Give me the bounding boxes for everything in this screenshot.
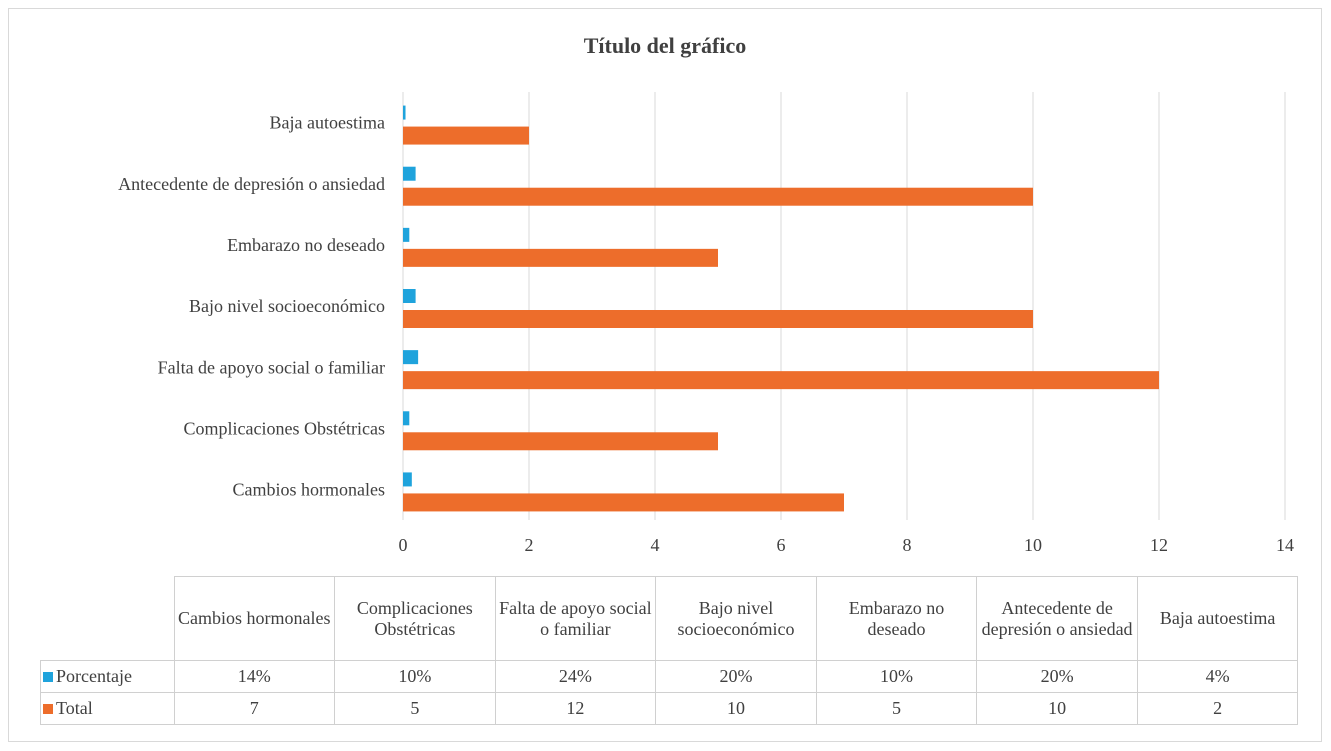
table-cell: 20% [655, 660, 817, 693]
x-tick-label: 6 [777, 535, 786, 555]
bar [403, 411, 410, 426]
table-cell: 5 [815, 692, 978, 725]
bar [403, 493, 844, 512]
y-tick-label: Baja autoestima [270, 113, 385, 133]
table-cell: 10% [334, 660, 496, 693]
table-cell: 12 [494, 692, 657, 725]
bar [403, 432, 718, 451]
table-cell: 10 [655, 692, 817, 725]
legend-key [43, 704, 53, 714]
row-label: Porcentaje [40, 660, 175, 693]
table-row: Total 7 5 12 10 5 10 2 [40, 692, 1299, 725]
column-header: Bajo nivel socioeconómico [655, 576, 817, 661]
x-tick-label: 2 [525, 535, 534, 555]
y-tick-label: Cambios hormonales [233, 480, 385, 500]
y-tick-label: Antecedente de depresión o ansiedad [118, 174, 385, 194]
table-cell: 20% [976, 660, 1138, 693]
bar [403, 166, 416, 181]
bar [403, 126, 529, 145]
table-cell: 10 [976, 692, 1138, 725]
column-header: Complicaciones Obstétricas [334, 576, 496, 661]
column-header: Baja autoestima [1136, 576, 1299, 661]
table-cell: 7 [173, 692, 336, 725]
table-cell: 4% [1136, 660, 1299, 693]
chart-title: Título del gráfico [584, 33, 747, 58]
bar [403, 248, 718, 267]
table-cell: 2 [1136, 692, 1299, 725]
row-label: Total [40, 692, 175, 725]
table-cell: 14% [173, 660, 336, 693]
column-header: Embarazo no deseado [815, 576, 978, 661]
x-tick-label: 10 [1024, 535, 1042, 555]
bar [403, 371, 1159, 390]
bar [403, 472, 412, 487]
legend-label: Porcentaje [56, 666, 132, 686]
column-header: Antecedente de depresión o ansiedad [976, 576, 1138, 661]
bar [403, 310, 1033, 328]
legend-label: Total [56, 698, 93, 718]
table-cell: 10% [815, 660, 978, 693]
y-tick-label: Falta de apoyo social o familiar [158, 357, 385, 377]
x-tick-label: 12 [1150, 535, 1168, 555]
x-tick-label: 4 [651, 535, 660, 555]
bar [403, 187, 1033, 206]
x-tick-label: 8 [903, 535, 912, 555]
x-tick-label: 0 [399, 535, 408, 555]
bar [403, 227, 410, 242]
data-table: Cambios hormonales Complicaciones Obstétr… [40, 576, 1299, 725]
table-corner [40, 576, 174, 661]
bar [403, 289, 416, 303]
y-tick-label: Complicaciones Obstétricas [184, 418, 385, 438]
column-header: Cambios hormonales [173, 576, 336, 661]
y-tick-label: Bajo nivel socioeconómico [189, 296, 385, 316]
bar [403, 105, 406, 120]
table-row: Porcentaje 14% 10% 24% 20% 10% 20% 4% [40, 660, 1299, 693]
column-header: Falta de apoyo social o familiar [494, 576, 657, 661]
bar [403, 350, 419, 365]
table-header-row: Cambios hormonales Complicaciones Obstétr… [40, 576, 1299, 661]
table-cell: 24% [494, 660, 657, 693]
x-tick-label: 14 [1276, 535, 1294, 555]
legend-key [43, 672, 53, 682]
y-tick-label: Embarazo no deseado [227, 235, 385, 255]
table-cell: 5 [334, 692, 496, 725]
